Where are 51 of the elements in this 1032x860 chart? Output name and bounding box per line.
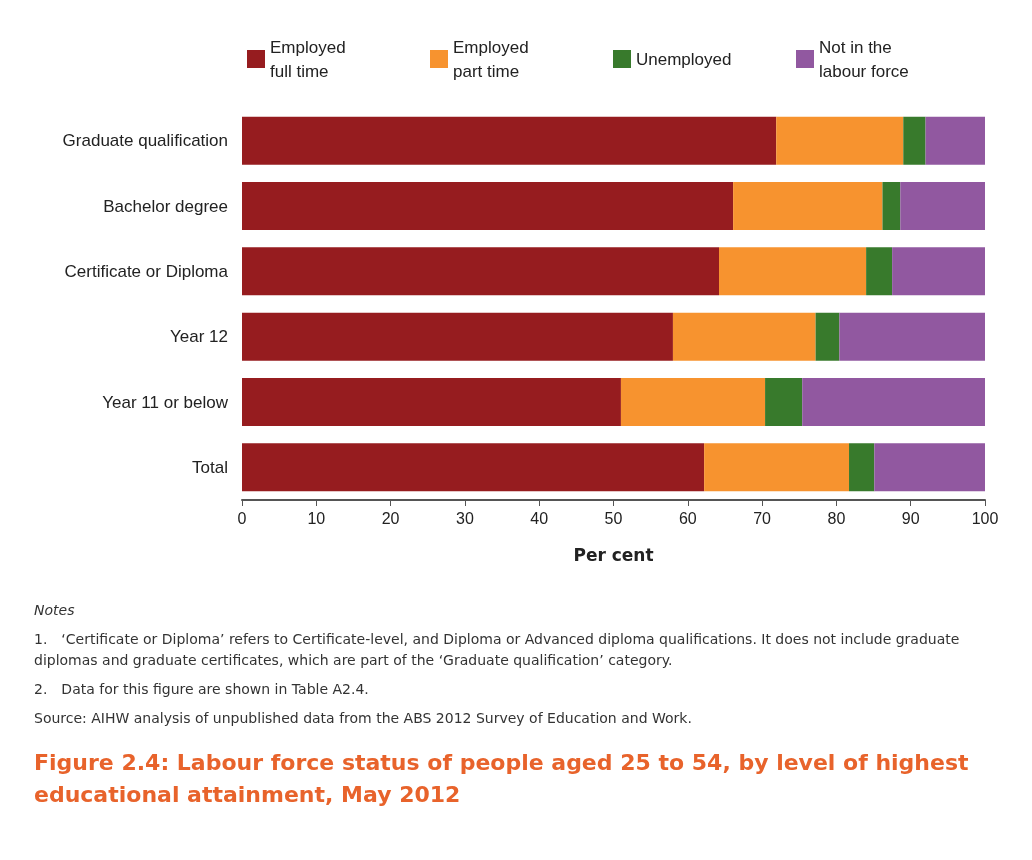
y-tick-label: Graduate qualification [62, 131, 228, 151]
bar [704, 443, 850, 492]
bar [892, 247, 985, 296]
bar [903, 116, 926, 165]
y-tick-label: Total [192, 457, 228, 477]
x-tick-label: 10 [307, 509, 326, 527]
bar [849, 443, 875, 492]
x-tick-label: 80 [827, 509, 846, 527]
x-tick-label: 70 [753, 509, 772, 527]
bar [882, 182, 901, 230]
bar [815, 312, 840, 361]
x-tick-label: 50 [604, 509, 623, 527]
bar [719, 247, 867, 296]
bar [242, 443, 705, 492]
text: Notes [34, 601, 76, 620]
y-tick-label: Certificate or Diploma [64, 261, 229, 281]
x-tick-label: 20 [381, 509, 400, 527]
bar [620, 378, 766, 426]
bar [874, 443, 985, 492]
text: 2. Data for this figure are shown in Table A2.4. [34, 680, 370, 699]
x-axis-title: Per cent [573, 544, 654, 565]
bar [242, 116, 777, 165]
bar [765, 378, 803, 426]
y-tick-label: Year 12 [170, 327, 228, 347]
bar [776, 116, 904, 165]
bar [900, 182, 985, 230]
bar [866, 247, 893, 296]
x-tick-label: 30 [456, 509, 474, 527]
bar [925, 116, 985, 165]
x-tick-label: 40 [530, 509, 549, 527]
bar [802, 378, 985, 426]
legend-label: Not in the labour force [819, 37, 909, 81]
x-tick-label: 90 [901, 509, 920, 527]
legend-label: Employed full time [270, 37, 351, 81]
bar [242, 182, 734, 230]
bar [242, 247, 720, 296]
legend-label: Employed part time [453, 37, 534, 81]
legend-label: Unemployed [636, 49, 732, 69]
bar [672, 312, 816, 361]
bar [242, 312, 673, 361]
bar [242, 378, 621, 426]
source-note: Source: AIHW analysis of unpublished data from the ABS 2012 Survey of Education and Work. [34, 709, 693, 728]
text: Figure 2.4: Labour force status of people aged 25 to 54, by level of highest educational attainment, May 2012 [33, 749, 970, 809]
x-tick-label: 60 [678, 509, 697, 527]
x-tick-label: 0 [237, 509, 247, 527]
x-tick-label: 100 [971, 509, 999, 527]
y-tick-label: Bachelor degree [103, 196, 228, 216]
text: 1. ‘Certificate or Diploma’ refers to Certificate-level, and Diploma or Advanced diploma qualifications. It does not include graduate diplomas and graduate certificates, which are part of the ‘Graduate qualification’ category. [34, 630, 961, 670]
y-tick-label: Year 11 or below [102, 392, 229, 412]
bar [733, 182, 883, 230]
bar [839, 312, 985, 361]
